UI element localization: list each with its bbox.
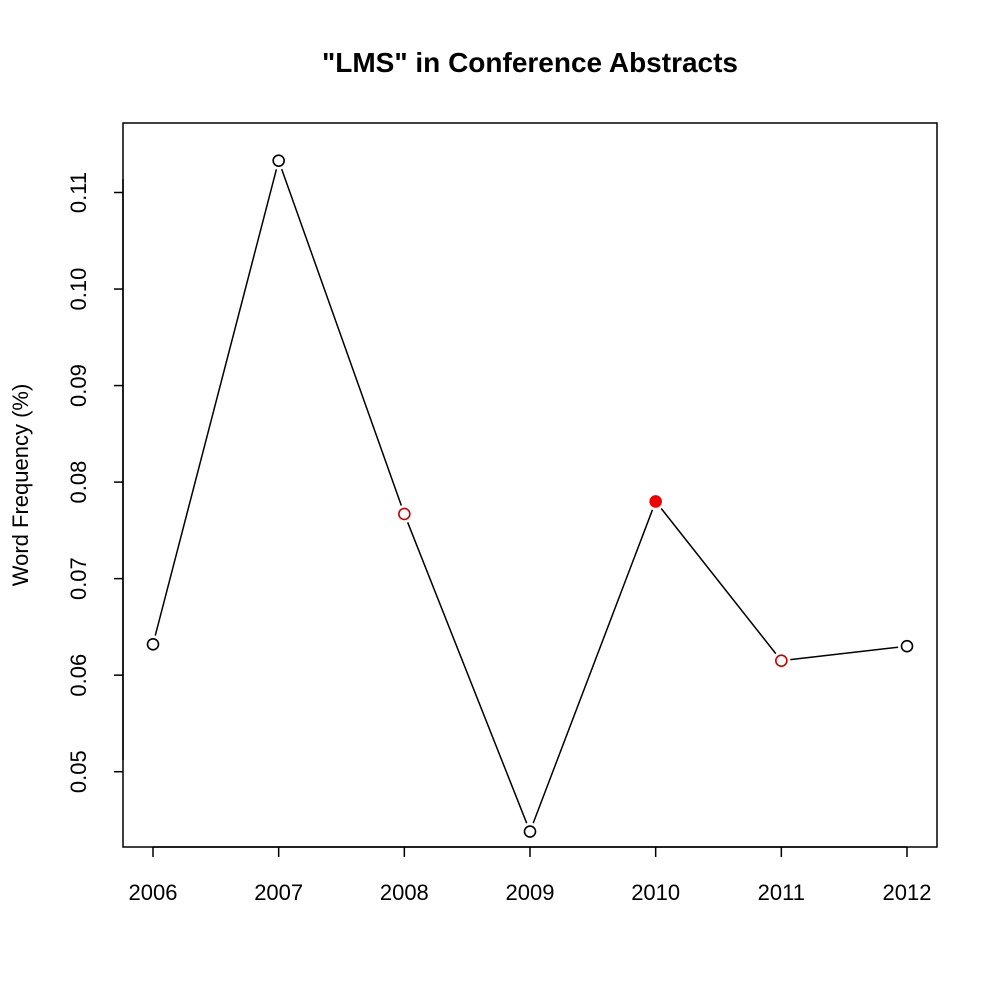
data-point-2006: [146, 637, 160, 651]
y-axis-label: Word Frequency (%): [8, 384, 33, 587]
plot-frame: [122, 122, 938, 848]
data-point-2009: [523, 825, 537, 838]
x-tick-label: 2008: [380, 880, 429, 905]
series-line-segment: [154, 169, 278, 636]
chart-title: "LMS" in Conference Abstracts: [322, 47, 738, 78]
x-tick-label: 2011: [758, 880, 805, 905]
y-tick-label: 0.05: [66, 750, 91, 793]
series-line-segment: [280, 168, 403, 506]
series-line-segment: [406, 522, 528, 824]
series-line-segment: [532, 509, 654, 824]
series-line-segment: [790, 646, 899, 661]
data-points: [146, 154, 914, 838]
y-tick-label: 0.08: [66, 461, 91, 504]
y-tick-label: 0.10: [66, 268, 91, 311]
series-line-segment: [660, 508, 777, 655]
x-tick-label: 2010: [631, 880, 680, 905]
x-ticks: 2006 2007 2008 2009 2010 2011 2012: [129, 847, 932, 905]
y-tick-label: 0.07: [66, 557, 91, 600]
x-tick-label: 2007: [254, 880, 303, 905]
y-tick-label: 0.11: [66, 172, 91, 213]
series-line-group: [154, 168, 899, 824]
x-tick-label: 2006: [129, 880, 178, 905]
y-tick-label: 0.06: [66, 654, 91, 697]
data-point-2010: [649, 495, 662, 508]
data-point-2008: [398, 507, 411, 521]
data-point-2012: [900, 639, 914, 653]
x-tick-label: 2012: [883, 880, 932, 905]
y-ticks: 0.05 0.06 0.07 0.08 0.09 0.10 0.11: [66, 172, 123, 793]
y-tick-label: 0.09: [66, 364, 91, 407]
data-point-2007: [272, 154, 285, 167]
x-tick-label: 2009: [506, 880, 555, 905]
data-point-2011: [775, 654, 788, 667]
